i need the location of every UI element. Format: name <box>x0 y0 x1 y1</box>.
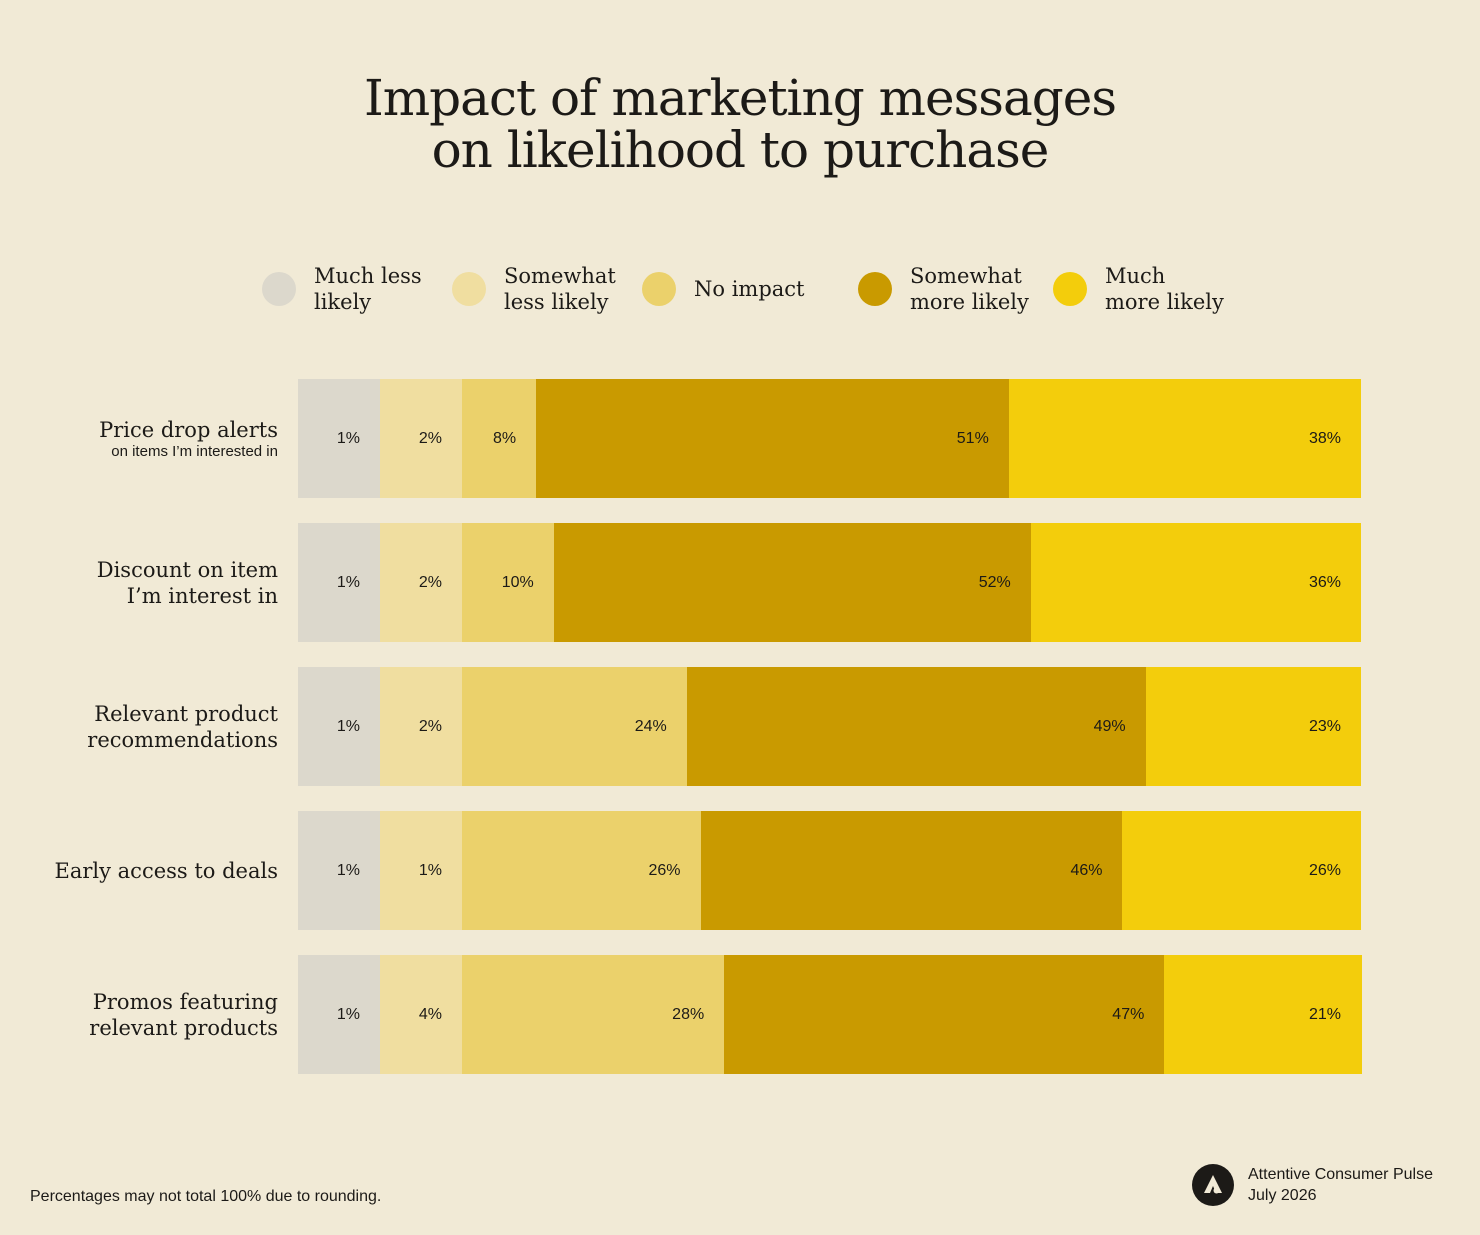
data-label: 26% <box>648 861 681 879</box>
data-label: 47% <box>1112 1005 1145 1023</box>
bar-segment <box>462 667 688 786</box>
bar-segment <box>298 523 381 642</box>
legend-item: Much more likely <box>1053 262 1224 316</box>
footnote: Percentages may not total 100% due to ro… <box>30 1188 382 1205</box>
legend-swatch <box>262 272 296 306</box>
source-name: Attentive Consumer Pulse <box>1248 1166 1433 1183</box>
legend-label: Somewhat less likely <box>504 264 616 314</box>
category-label: Promos featuring relevant products <box>89 989 278 1040</box>
data-label: 28% <box>672 1005 705 1023</box>
legend-swatch <box>642 272 676 306</box>
bar-segment <box>724 955 1165 1074</box>
data-label: 24% <box>634 717 667 735</box>
data-label: 2% <box>418 717 442 735</box>
bar-segment <box>1164 955 1362 1074</box>
data-label: 21% <box>1308 1005 1341 1023</box>
legend-label: No impact <box>694 277 805 301</box>
bar-segment <box>686 667 1147 786</box>
chart-title-line-1: Impact of marketing messages <box>363 69 1117 127</box>
legend-swatch <box>1053 272 1087 306</box>
category-label: Discount on item I’m interest in <box>96 557 278 608</box>
chart-title: Impact of marketing messages on likeliho… <box>0 72 1480 176</box>
source-date: July 2026 <box>1248 1187 1317 1204</box>
legend-item: Much less likely <box>262 262 422 316</box>
data-label: 1% <box>336 429 360 447</box>
bar-segment <box>700 811 1123 930</box>
data-label: 8% <box>493 429 517 447</box>
legend-item: Somewhat less likely <box>452 262 616 316</box>
bar-segment <box>1122 811 1362 930</box>
bar-row: 1% 2% 10% 52% 36% <box>298 523 1362 642</box>
bar-segment <box>462 955 725 1074</box>
bar-segment <box>462 523 555 642</box>
data-label: 10% <box>501 573 534 591</box>
bar-segment <box>536 379 1010 498</box>
data-label: 2% <box>418 429 442 447</box>
bar-segment <box>1145 667 1362 786</box>
bar-segment <box>462 379 537 498</box>
bar-row: 1% 4% 28% 47% 21% <box>298 955 1362 1074</box>
bar-segment <box>1030 523 1362 642</box>
bar-segment <box>298 379 381 498</box>
bar-segment <box>298 955 381 1074</box>
data-label: 46% <box>1070 861 1103 879</box>
bar-segment <box>462 811 701 930</box>
bar-segment <box>1008 379 1362 498</box>
source-credit: Attentive Consumer Pulse July 2026 <box>1192 1164 1433 1206</box>
data-label: 1% <box>336 717 360 735</box>
legend-label: Much more likely <box>1105 264 1224 314</box>
legend-label: Somewhat more likely <box>910 264 1029 314</box>
legend-label: Much less likely <box>314 264 422 314</box>
attentive-logo-icon <box>1192 1164 1234 1206</box>
legend: Much less likely Somewhat less likely No imp… <box>0 262 1480 322</box>
bar-segment <box>380 811 463 930</box>
legend-swatch <box>452 272 486 306</box>
bar-segment <box>298 667 381 786</box>
bar-segment <box>298 811 381 930</box>
data-label: 1% <box>336 573 360 591</box>
data-label: 4% <box>418 1005 442 1023</box>
legend-item: Somewhat more likely <box>858 262 1029 316</box>
bar-row: 1% 1% 26% 46% 26% <box>298 811 1362 930</box>
chart-title-line-2: on likelihood to purchase <box>431 121 1050 179</box>
bar-segment <box>380 379 463 498</box>
data-label: 1% <box>336 1005 360 1023</box>
data-label: 36% <box>1308 573 1341 591</box>
data-label: 26% <box>1308 861 1341 879</box>
legend-item: No impact <box>642 262 805 316</box>
category-label: Relevant product recommendations <box>87 701 278 752</box>
bar-segment <box>553 523 1032 642</box>
bar-row: 1% 2% 8% 51% 38% <box>298 379 1362 498</box>
data-label: 38% <box>1308 429 1341 447</box>
bar-segment <box>380 523 463 642</box>
data-label: 1% <box>418 861 442 879</box>
bar-row: 1% 2% 24% 49% 23% <box>298 667 1362 786</box>
legend-swatch <box>858 272 892 306</box>
category-label: Early access to deals <box>54 858 278 883</box>
data-label: 51% <box>956 429 989 447</box>
data-label: 23% <box>1308 717 1341 735</box>
bar-segment <box>380 667 463 786</box>
data-label: 2% <box>418 573 442 591</box>
data-label: 1% <box>336 861 360 879</box>
data-label: 49% <box>1093 717 1126 735</box>
category-label: Price drop alerts on items I’m interested… <box>99 417 278 460</box>
data-label: 52% <box>978 573 1011 591</box>
bar-segment <box>380 955 463 1074</box>
